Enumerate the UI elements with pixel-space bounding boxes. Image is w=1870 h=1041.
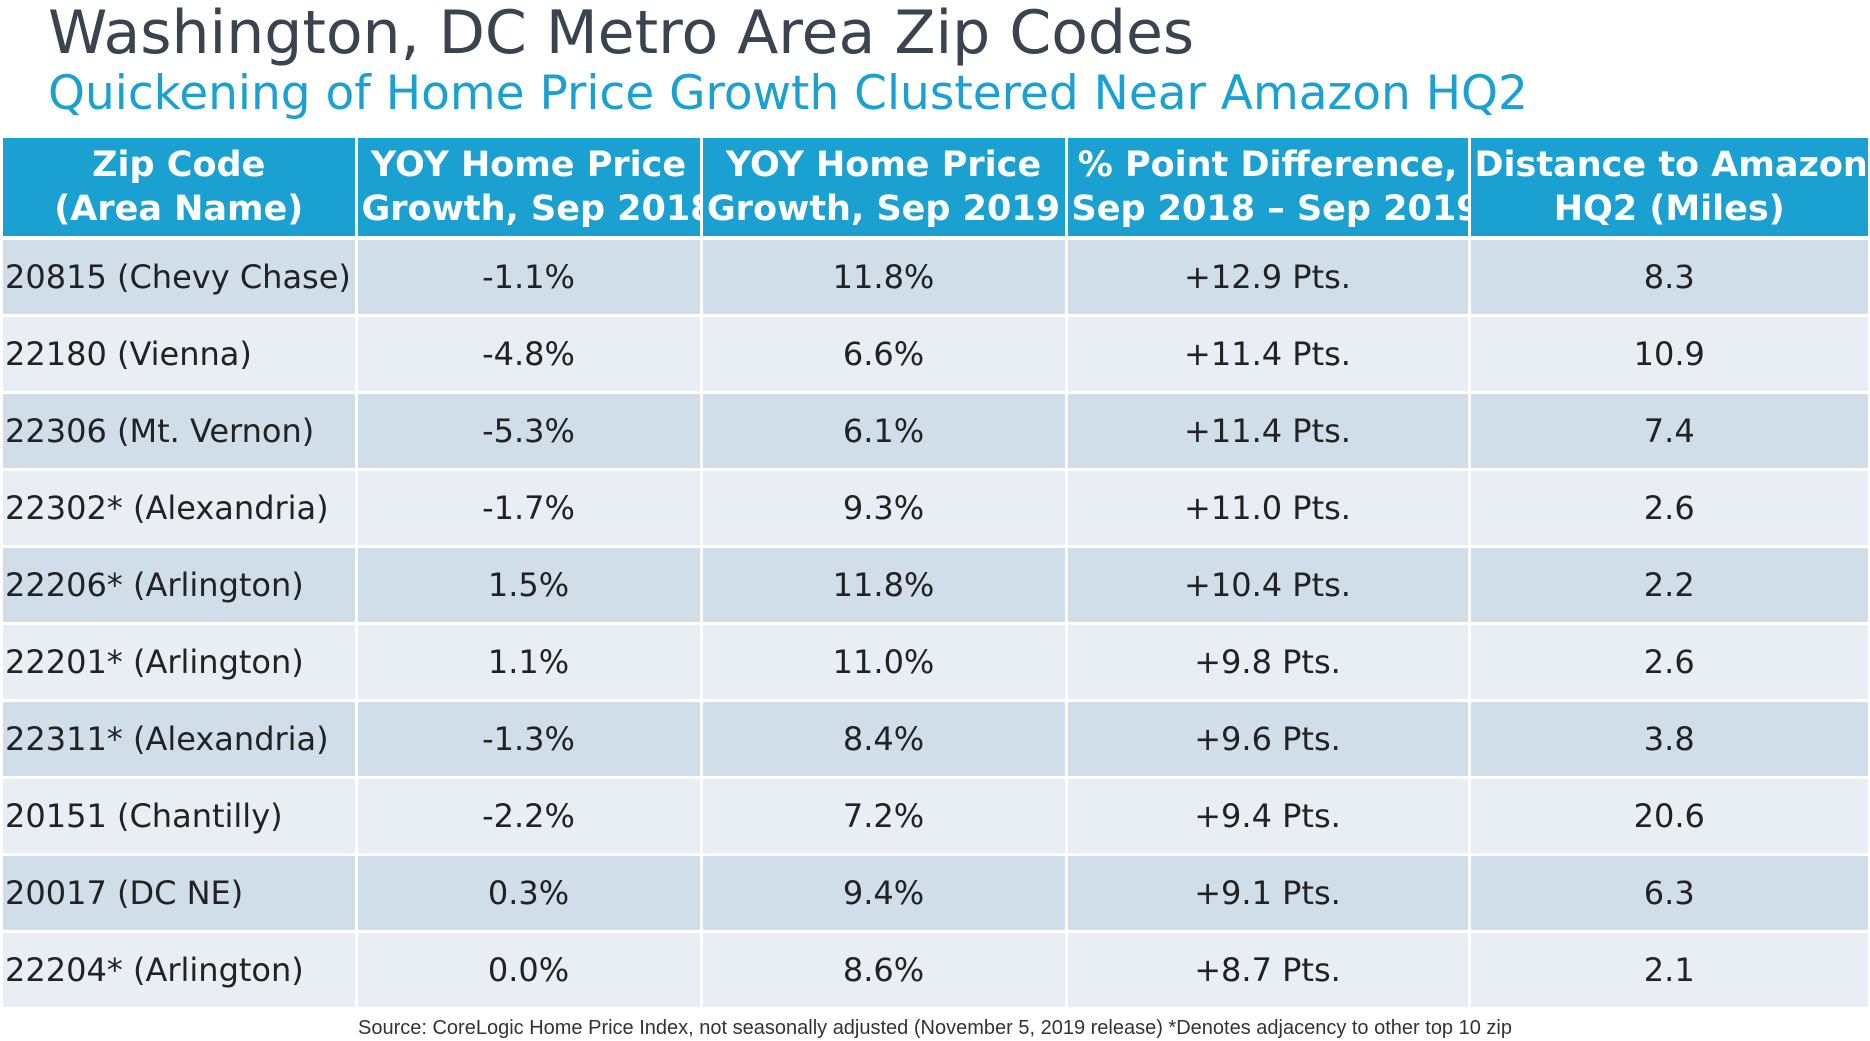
zip-cell: 20017 (DC NE) [3, 854, 358, 933]
table-row: 22302* (Alexandria) -1.7% 9.3% +11.0 Pts… [3, 469, 1868, 548]
zip-cell: 20151 (Chantilly) [3, 777, 358, 856]
header-growth-2019-line1: YOY Home Price [725, 145, 1042, 185]
point-difference-cell: +9.4 Pts. [1066, 777, 1471, 856]
page-subtitle: Quickening of Home Price Growth Clustere… [48, 66, 1528, 121]
source-footnote: Source: CoreLogic Home Price Index, not … [358, 1017, 1512, 1039]
header-growth-2018: YOY Home Price Growth, Sep 2018 [356, 138, 703, 240]
zip-cell: 22206* (Arlington) [3, 546, 358, 625]
header-distance: Distance to Amazon HQ2 (Miles) [1469, 138, 1868, 240]
zip-cell: 22201* (Arlington) [3, 623, 358, 702]
distance-cell: 7.4 [1469, 392, 1868, 471]
growth-2019-cell: 9.4% [701, 854, 1068, 933]
table-row: 22204* (Arlington) 0.0% 8.6% +8.7 Pts. 2… [3, 931, 1868, 1010]
point-difference-cell: +11.4 Pts. [1066, 392, 1471, 471]
growth-2018-cell: -2.2% [356, 777, 703, 856]
growth-2018-cell: -1.7% [356, 469, 703, 548]
table-body: 20815 (Chevy Chase) -1.1% 11.8% +12.9 Pt… [3, 238, 1868, 1010]
table-header: Zip Code (Area Name) YOY Home Price Growth… [3, 138, 1868, 240]
table-row: 20017 (DC NE) 0.3% 9.4% +9.1 Pts. 6.3 [3, 854, 1868, 933]
growth-2018-cell: -1.1% [356, 238, 703, 317]
growth-2018-cell: -1.3% [356, 700, 703, 779]
growth-2019-cell: 6.1% [701, 392, 1068, 471]
distance-cell: 2.6 [1469, 623, 1868, 702]
table-row: 22311* (Alexandria) -1.3% 8.4% +9.6 Pts.… [3, 700, 1868, 779]
header-growth-2019: YOY Home Price Growth, Sep 2019 [701, 138, 1068, 240]
header-point-difference-line2: Sep 2018 – Sep 2019 [1071, 189, 1469, 229]
distance-cell: 20.6 [1469, 777, 1868, 856]
zip-code-table: Zip Code (Area Name) YOY Home Price Growth… [3, 138, 1868, 1010]
table-row: 22206* (Arlington) 1.5% 11.8% +10.4 Pts.… [3, 546, 1868, 625]
growth-2018-cell: 0.3% [356, 854, 703, 933]
table-row: 22180 (Vienna) -4.8% 6.6% +11.4 Pts. 10.… [3, 315, 1868, 394]
header-point-difference: % Point Difference, Sep 2018 – Sep 2019 [1066, 138, 1471, 240]
growth-2019-cell: 8.6% [701, 931, 1068, 1010]
header-growth-2019-line2: Growth, Sep 2019 [706, 189, 1061, 229]
header-zip-code-line1: Zip Code [92, 145, 266, 185]
growth-2018-cell: -5.3% [356, 392, 703, 471]
point-difference-cell: +9.8 Pts. [1066, 623, 1471, 702]
distance-cell: 2.1 [1469, 931, 1868, 1010]
zip-cell: 22204* (Arlington) [3, 931, 358, 1010]
distance-cell: 2.2 [1469, 546, 1868, 625]
growth-2019-cell: 9.3% [701, 469, 1068, 548]
header-distance-line1: Distance to Amazon [1474, 145, 1868, 185]
growth-2019-cell: 8.4% [701, 700, 1068, 779]
point-difference-cell: +11.0 Pts. [1066, 469, 1471, 548]
zip-cell: 20815 (Chevy Chase) [3, 238, 358, 317]
growth-2018-cell: 1.1% [356, 623, 703, 702]
point-difference-cell: +10.4 Pts. [1066, 546, 1471, 625]
header-growth-2018-line1: YOY Home Price [370, 145, 687, 185]
header-growth-2018-line2: Growth, Sep 2018 [361, 189, 701, 229]
growth-2018-cell: -4.8% [356, 315, 703, 394]
zip-cell: 22302* (Alexandria) [3, 469, 358, 548]
page-title: Washington, DC Metro Area Zip Codes [48, 0, 1195, 68]
distance-cell: 3.8 [1469, 700, 1868, 779]
header-point-difference-line1: % Point Difference, [1077, 145, 1458, 185]
distance-cell: 8.3 [1469, 238, 1868, 317]
header-zip-code-line2: (Area Name) [54, 189, 304, 229]
zip-cell: 22311* (Alexandria) [3, 700, 358, 779]
growth-2018-cell: 1.5% [356, 546, 703, 625]
table-row: 22306 (Mt. Vernon) -5.3% 6.1% +11.4 Pts.… [3, 392, 1868, 471]
distance-cell: 2.6 [1469, 469, 1868, 548]
point-difference-cell: +12.9 Pts. [1066, 238, 1471, 317]
header-distance-line2: HQ2 (Miles) [1553, 189, 1785, 229]
table-row: 20815 (Chevy Chase) -1.1% 11.8% +12.9 Pt… [3, 238, 1868, 317]
distance-cell: 6.3 [1469, 854, 1868, 933]
zip-cell: 22180 (Vienna) [3, 315, 358, 394]
point-difference-cell: +9.6 Pts. [1066, 700, 1471, 779]
point-difference-cell: +8.7 Pts. [1066, 931, 1471, 1010]
growth-2019-cell: 11.8% [701, 238, 1068, 317]
point-difference-cell: +9.1 Pts. [1066, 854, 1471, 933]
growth-2019-cell: 11.8% [701, 546, 1068, 625]
growth-2019-cell: 11.0% [701, 623, 1068, 702]
header-zip-code: Zip Code (Area Name) [3, 138, 358, 240]
header-row: Zip Code (Area Name) YOY Home Price Growth… [3, 138, 1868, 240]
growth-2019-cell: 7.2% [701, 777, 1068, 856]
growth-2018-cell: 0.0% [356, 931, 703, 1010]
point-difference-cell: +11.4 Pts. [1066, 315, 1471, 394]
distance-cell: 10.9 [1469, 315, 1868, 394]
table-row: 22201* (Arlington) 1.1% 11.0% +9.8 Pts. … [3, 623, 1868, 702]
zip-cell: 22306 (Mt. Vernon) [3, 392, 358, 471]
growth-2019-cell: 6.6% [701, 315, 1068, 394]
table-row: 20151 (Chantilly) -2.2% 7.2% +9.4 Pts. 2… [3, 777, 1868, 856]
